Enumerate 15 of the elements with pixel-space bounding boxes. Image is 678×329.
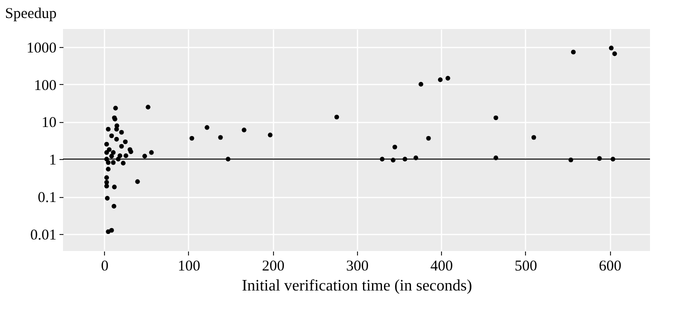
y-tick-label: 1000 <box>26 40 56 56</box>
x-tick-label: 100 <box>178 258 200 274</box>
y-tick-label: 0.1 <box>38 190 56 206</box>
x-tick-label: 600 <box>598 258 622 274</box>
y-tick-label: 1 <box>49 152 56 169</box>
x-tick-label: 0 <box>101 258 109 274</box>
x-tick-label: 200 <box>262 258 284 274</box>
chart-title: Speedup <box>5 6 57 22</box>
y-tick-label: 0.01 <box>30 227 56 244</box>
y-tick-label: 10 <box>42 115 56 132</box>
y-tick-label: 100 <box>34 78 56 94</box>
x-axis-title: Initial verification time (in seconds) <box>242 278 472 294</box>
x-tick-label: 300 <box>346 258 369 274</box>
x-tick-label: 500 <box>514 258 538 274</box>
x-tick-label: 400 <box>430 258 453 274</box>
